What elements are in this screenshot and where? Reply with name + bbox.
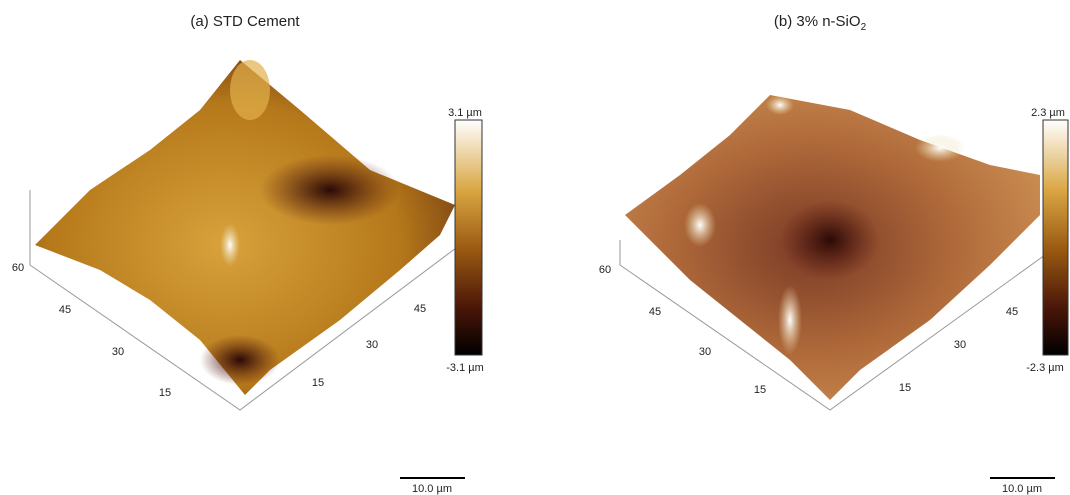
axis-tick-label: 30 bbox=[112, 346, 124, 358]
scale-bar-label: 10.0 µm bbox=[412, 483, 452, 495]
axis-tick-label: 15 bbox=[899, 382, 911, 394]
surface-feature bbox=[915, 134, 965, 162]
axis-tick-label: 15 bbox=[312, 377, 324, 389]
axis-tick-label: 45 bbox=[59, 304, 71, 316]
axis-tick-label: 15 bbox=[754, 384, 766, 396]
surface-feature bbox=[230, 60, 270, 120]
colorbar-max: 2.3 µm bbox=[1031, 107, 1065, 119]
panel-a: (a) STD Cement 3.1 µm -3.1 µm 10.0 µm bbox=[30, 13, 484, 495]
axis-tick-label: 45 bbox=[1006, 306, 1018, 318]
panel-b: (b) 3% n-SiO2 2.3 µm -2.3 µm 10.0 µm bbox=[620, 13, 1068, 495]
scale-bar-label: 10.0 µm bbox=[1002, 483, 1042, 495]
axis-tick-label: 15 bbox=[159, 387, 171, 399]
colorbar-min: -3.1 µm bbox=[446, 362, 484, 374]
axis-tick-label: 45 bbox=[414, 303, 426, 315]
figure: (a) STD Cement 3.1 µm -3.1 µm 10.0 µm (b… bbox=[0, 0, 1070, 495]
axis-tick-label: 60 bbox=[12, 262, 24, 274]
surface-feature bbox=[200, 335, 280, 385]
surface-feature bbox=[780, 200, 880, 280]
surface-feature bbox=[684, 203, 716, 247]
axis-tick-label: 60 bbox=[599, 264, 611, 276]
axis-tick-label: 30 bbox=[954, 339, 966, 351]
axis-tick-label: 30 bbox=[366, 339, 378, 351]
surface-feature bbox=[260, 155, 400, 225]
surface-feature bbox=[766, 95, 794, 115]
axis-tick-label: 30 bbox=[699, 346, 711, 358]
colorbar-max: 3.1 µm bbox=[448, 107, 482, 119]
colorbar-min: -2.3 µm bbox=[1026, 362, 1064, 374]
colorbar bbox=[1043, 120, 1068, 355]
colorbar bbox=[455, 120, 482, 355]
surface-feature bbox=[778, 285, 802, 355]
axis-tick-label: 45 bbox=[649, 306, 661, 318]
panel-title: (a) STD Cement bbox=[190, 13, 300, 30]
panel-title: (b) 3% n-SiO2 bbox=[774, 13, 867, 33]
surface-feature bbox=[220, 223, 240, 267]
